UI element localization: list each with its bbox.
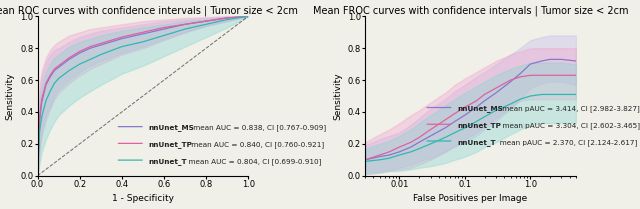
Text: nnUnet_TP: nnUnet_TP: [148, 141, 192, 148]
Text: mean AUC = 0.804, CI [0.699-0.910]: mean AUC = 0.804, CI [0.699-0.910]: [184, 158, 322, 165]
Text: mean pAUC = 3.304, CI [2.602-3.465]: mean pAUC = 3.304, CI [2.602-3.465]: [498, 122, 640, 129]
Text: nnUnet_T: nnUnet_T: [457, 139, 495, 146]
Text: mean pAUC = 2.370, CI [2.124-2.617]: mean pAUC = 2.370, CI [2.124-2.617]: [493, 139, 637, 146]
Text: mean AUC = 0.840, CI [0.760-0.921]: mean AUC = 0.840, CI [0.760-0.921]: [189, 141, 324, 148]
Title: Mean FROC curves with confidence intervals | Tumor size < 2cm: Mean FROC curves with confidence interva…: [313, 6, 628, 16]
X-axis label: 1 - Specificity: 1 - Specificity: [112, 194, 174, 203]
Y-axis label: Sensitivity: Sensitivity: [6, 72, 15, 120]
Text: nnUnet_MS: nnUnet_MS: [148, 124, 194, 131]
Text: mean AUC = 0.838, CI [0.767-0.909]: mean AUC = 0.838, CI [0.767-0.909]: [191, 125, 326, 131]
X-axis label: False Positives per Image: False Positives per Image: [413, 194, 528, 203]
Y-axis label: Sensitivity: Sensitivity: [333, 72, 342, 120]
Text: nnUnet_TP: nnUnet_TP: [457, 122, 500, 129]
Text: nnUnet_T: nnUnet_T: [148, 158, 187, 165]
Title: Mean ROC curves with confidence intervals | Tumor size < 2cm: Mean ROC curves with confidence interval…: [0, 6, 298, 16]
Text: mean pAUC = 3.414, CI [2.982-3.827]: mean pAUC = 3.414, CI [2.982-3.827]: [500, 105, 639, 112]
Text: nnUnet_MS: nnUnet_MS: [457, 105, 503, 112]
